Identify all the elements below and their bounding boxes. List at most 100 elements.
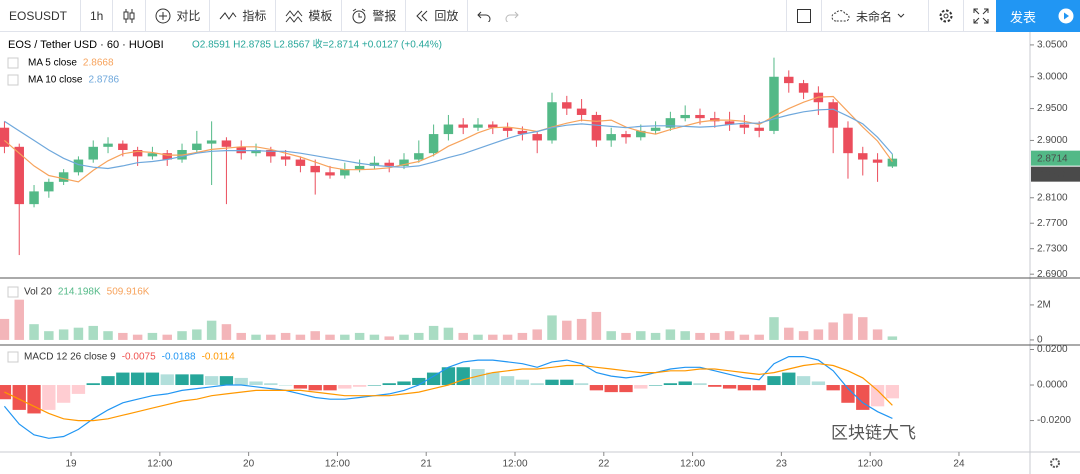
candle-body [132, 149, 143, 157]
y-tick-label: 0 [1037, 335, 1043, 346]
undo-icon[interactable] [477, 10, 491, 22]
replay-button[interactable]: 回放 [406, 0, 469, 32]
x-tick-label: 23 [776, 459, 788, 470]
legend-toggle [7, 286, 19, 298]
volume-bar [872, 329, 883, 340]
expand-icon [973, 8, 989, 24]
ohlc-readout: O2.8591 H2.8785 L2.8567 收=2.8714 +0.0127… [192, 38, 442, 51]
volume-bar [517, 332, 528, 340]
volume-bar [325, 334, 335, 340]
line-series [4, 108, 893, 170]
histogram-bar [678, 381, 692, 386]
volume-bar [502, 334, 513, 340]
candle-body [562, 102, 572, 109]
volume-bar [206, 320, 217, 340]
symbol-search[interactable]: EOSUSDT [0, 0, 81, 32]
y-tick-label: -0.0200 [1037, 415, 1071, 426]
line-series [4, 363, 893, 422]
candle-body [488, 124, 498, 128]
compare-button[interactable]: 对比 [146, 0, 211, 32]
interval: 1h [90, 8, 104, 23]
legend-text: 509.916K [107, 287, 150, 298]
interval-button[interactable]: 1h [81, 0, 114, 32]
chart-style-button[interactable] [113, 0, 147, 32]
histogram-bar [500, 376, 515, 386]
volume-bar [118, 332, 128, 340]
histogram-bar [589, 385, 604, 391]
candle-body [798, 83, 809, 93]
histogram-bar [86, 383, 100, 386]
volume-bar [280, 332, 291, 340]
template-icon [286, 9, 303, 23]
volume-bar [266, 334, 276, 340]
indicators-button[interactable]: 指标 [210, 0, 277, 32]
fullscreen-box[interactable] [786, 0, 822, 32]
volume-bar [399, 334, 409, 340]
alert-label: 警报 [372, 9, 397, 23]
toolbar: EOSUSDT 1h 对比 指标 模板 警报 回放 未命名 发表 [0, 0, 1080, 32]
volume-bar [710, 332, 720, 340]
candle-body [280, 156, 291, 160]
candle-body [399, 159, 409, 166]
y-tick-label: 2.8100 [1037, 192, 1068, 203]
histogram-bar [856, 385, 870, 410]
alarm-icon [352, 8, 366, 23]
volume-bar [887, 336, 898, 340]
legend-toggle [7, 57, 19, 69]
settings-button[interactable] [929, 0, 964, 32]
histogram-bar [693, 383, 707, 386]
replay-icon [416, 10, 428, 21]
y-tick-label: 0.0200 [1037, 344, 1068, 355]
candle-body [251, 149, 261, 154]
legend-value: 2.8786 [88, 75, 119, 86]
watermark: 区块链大飞 [831, 423, 916, 442]
candle-body [221, 140, 232, 147]
volume-bar [562, 320, 572, 340]
volume-bar [636, 331, 646, 340]
histogram-bar [767, 376, 781, 386]
histogram-bar [841, 385, 855, 403]
volume-bar [384, 336, 394, 340]
square-icon [797, 9, 811, 23]
volume-bar [147, 332, 158, 340]
expand-button[interactable] [964, 0, 999, 32]
candle-body [502, 127, 513, 131]
templates-button[interactable]: 模板 [276, 0, 343, 32]
layout-button[interactable]: 未命名 [822, 0, 929, 32]
publish-button[interactable]: 发表 [996, 0, 1080, 32]
volume-bar [650, 332, 661, 340]
legend-text: -0.0114 [202, 352, 236, 363]
candle-body [73, 159, 84, 173]
histogram-bar [826, 385, 840, 391]
histogram-bar [293, 385, 308, 389]
volume-bar [606, 331, 616, 340]
histogram-bar [308, 385, 322, 391]
redo-icon[interactable] [505, 10, 520, 22]
volume-bar [88, 325, 98, 340]
volume-bar [295, 334, 306, 340]
histogram-bar [71, 385, 86, 394]
histogram-bar [204, 376, 219, 386]
histogram-bar [619, 385, 633, 393]
volume-bar [414, 332, 424, 340]
compare-label: 对比 [176, 9, 201, 23]
candle-body [428, 134, 439, 154]
candle-body [0, 127, 10, 147]
volume-bar [813, 329, 824, 340]
line-series [3, 356, 893, 439]
candle-body [784, 76, 794, 84]
histogram-bar [486, 372, 500, 386]
x-tick-label: 20 [243, 459, 255, 470]
histogram-bar [441, 367, 456, 386]
candle-body [192, 143, 202, 150]
candle-body [887, 158, 898, 167]
volume-bar [162, 334, 172, 340]
settings-corner[interactable] [1050, 458, 1060, 468]
volume-bar [369, 334, 380, 340]
symbol: EOSUSDT [9, 8, 68, 23]
alert-button[interactable]: 警报 [342, 0, 407, 32]
histogram-bar [27, 385, 41, 414]
histogram-bar [456, 367, 470, 386]
volume-bar [769, 317, 779, 340]
